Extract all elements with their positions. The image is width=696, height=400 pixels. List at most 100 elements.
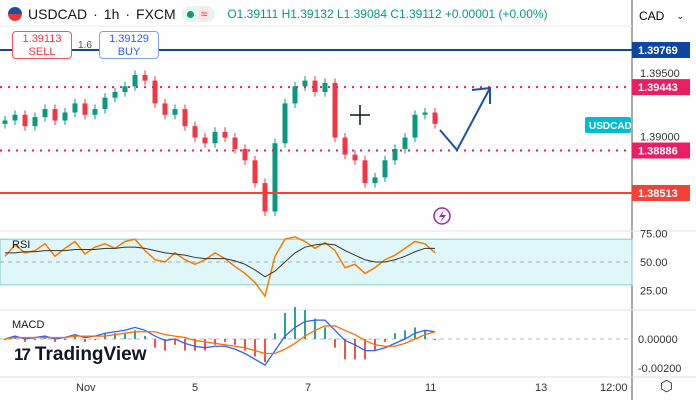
ohlc-values: O1.39111 H1.39132 L1.39084 C1.39112 +0.0…	[227, 7, 548, 21]
level-label: 1.39443	[638, 82, 678, 94]
candle	[282, 103, 288, 144]
candle	[262, 183, 268, 212]
macd-histogram-bar	[334, 339, 336, 348]
candle	[212, 131, 218, 144]
settings-icon[interactable]: ⬡	[660, 378, 674, 395]
time-tick: Nov	[76, 382, 96, 394]
macd-histogram-bar	[214, 339, 216, 345]
macd-histogram-bar	[174, 339, 176, 345]
macd-histogram-bar	[184, 339, 186, 351]
lightning-icon	[439, 210, 446, 223]
candle	[332, 82, 338, 138]
macd-tick: 0.00000	[638, 334, 678, 346]
macd-tick: -0.00200	[638, 363, 681, 375]
macd-signal-line	[4, 325, 436, 355]
macd-histogram-bar	[384, 339, 386, 342]
chevron-down-icon: ⌄	[676, 11, 684, 21]
macd-label: MACD	[12, 319, 44, 331]
macd-histogram-bar	[224, 339, 226, 342]
brand-name: TradingView	[34, 344, 147, 365]
macd-histogram-bar	[164, 339, 166, 351]
macd-histogram-bar	[4, 339, 6, 340]
macd-histogram-bar	[354, 339, 356, 360]
macd-histogram-bar	[234, 339, 236, 345]
level-label: 1.38886	[638, 146, 678, 158]
candle	[352, 154, 358, 161]
candle	[312, 80, 318, 93]
rsi-tick: 75.00	[640, 229, 668, 241]
buy-button[interactable]: 1.39129 BUY	[99, 31, 159, 59]
currency-select[interactable]: CAD ⌄	[634, 6, 690, 26]
level-label-bg	[632, 184, 690, 201]
candle	[142, 74, 148, 81]
arrow-head	[471, 86, 491, 104]
candle	[382, 160, 388, 178]
candle	[302, 80, 308, 87]
level-label-bg	[632, 79, 690, 96]
rsi-tick: 25.00	[640, 286, 668, 298]
arrow-drawing	[439, 87, 491, 152]
candle	[182, 109, 188, 127]
buy-price: 1.39129	[109, 33, 149, 45]
candle	[22, 114, 28, 127]
symbol-label-bg	[585, 117, 631, 133]
candle	[72, 103, 78, 113]
lightning-circle-icon	[433, 207, 451, 225]
level-label-bg	[632, 42, 690, 58]
candle	[222, 131, 228, 138]
buy-label: BUY	[117, 46, 141, 58]
candle	[92, 109, 98, 115]
interval[interactable]: 1h	[103, 6, 120, 22]
level-label-bg	[632, 142, 690, 159]
macd-histogram-bar	[84, 339, 86, 342]
price-tick: 1.39500	[640, 68, 680, 80]
candle	[232, 137, 238, 149]
symbol-label: USDCAD	[589, 121, 632, 132]
market-status[interactable]: ≈	[181, 6, 216, 22]
candle	[392, 148, 398, 161]
macd-histogram-bar	[74, 336, 76, 339]
macd-histogram-bar	[24, 339, 26, 342]
macd-histogram-bar	[54, 339, 56, 342]
candle	[242, 148, 248, 161]
symbol-name[interactable]: USDCAD	[28, 6, 88, 22]
candle	[112, 92, 118, 98]
macd-histogram-bar	[244, 339, 246, 351]
macd-histogram-bar	[254, 339, 256, 357]
macd-histogram-bar	[404, 330, 406, 339]
spread: 1.6	[78, 40, 92, 51]
macd-histogram-bar	[434, 339, 436, 340]
macd-histogram-bar	[324, 327, 326, 339]
level-label: 1.39769	[638, 45, 678, 57]
wave-icon: ≈	[197, 7, 211, 21]
macd-histogram-bar	[94, 339, 96, 340]
candle	[412, 114, 418, 138]
candle	[162, 103, 168, 115]
time-tick: 13	[535, 382, 547, 394]
candle	[52, 109, 58, 121]
rsi-line	[4, 236, 436, 298]
candle	[322, 82, 328, 93]
macd-histogram-bar	[304, 310, 306, 339]
macd-histogram-bar	[144, 336, 146, 339]
price-tick: 1.39000	[640, 132, 680, 144]
candle	[192, 126, 198, 138]
macd-histogram-bar	[34, 339, 36, 340]
rsi-label: RSI	[12, 239, 30, 251]
time-tick: 12:00	[600, 382, 628, 394]
candle	[202, 137, 208, 144]
macd-histogram-bar	[264, 339, 266, 363]
sell-button[interactable]: 1.39113 SELL	[12, 31, 72, 59]
macd-histogram-bar	[294, 307, 296, 339]
tradingview-logo: 17 TradingView	[14, 344, 147, 366]
candle	[432, 112, 438, 124]
rsi-ma-line	[5, 243, 435, 278]
macd-histogram-bar	[394, 333, 396, 339]
candle	[82, 103, 88, 115]
macd-histogram-bar	[114, 333, 116, 339]
macd-histogram-bar	[314, 318, 316, 339]
candle	[32, 117, 38, 127]
tradingview-logo-icon: 17	[14, 345, 31, 364]
candle	[292, 86, 298, 104]
